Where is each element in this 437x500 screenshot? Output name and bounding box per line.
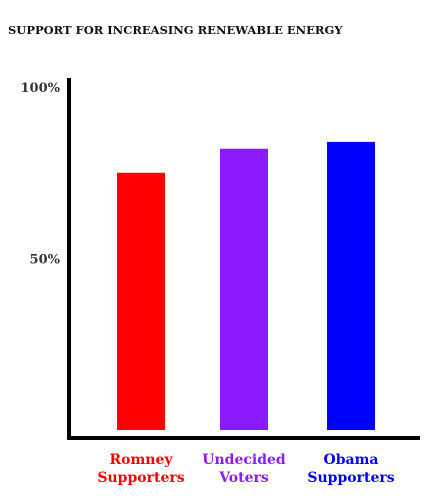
bar-romney xyxy=(117,172,165,430)
bars xyxy=(117,141,375,431)
y-tick-label: 100% xyxy=(21,81,61,96)
y-tick-label: 50% xyxy=(30,253,61,268)
category-label-obama-line2: Supporters xyxy=(307,470,394,486)
bar-obama xyxy=(327,141,375,430)
category-label-obama-line1: Obama xyxy=(324,452,379,468)
category-label-romney-line1: Romney xyxy=(109,452,173,468)
category-label-romney-line2: Supporters xyxy=(97,470,184,486)
category-labels: Romney Supporters Undecided Voters Obama Supp… xyxy=(97,452,394,486)
category-label-undecided-line1: Undecided xyxy=(202,452,286,468)
bar-undecided xyxy=(220,148,268,431)
category-label-undecided-line2: Voters xyxy=(218,470,269,486)
y-axis-ticks: 100% 50% xyxy=(21,81,61,268)
chart-title: SUPPORT FOR INCREASING RENEWABLE ENERGY xyxy=(8,23,343,37)
